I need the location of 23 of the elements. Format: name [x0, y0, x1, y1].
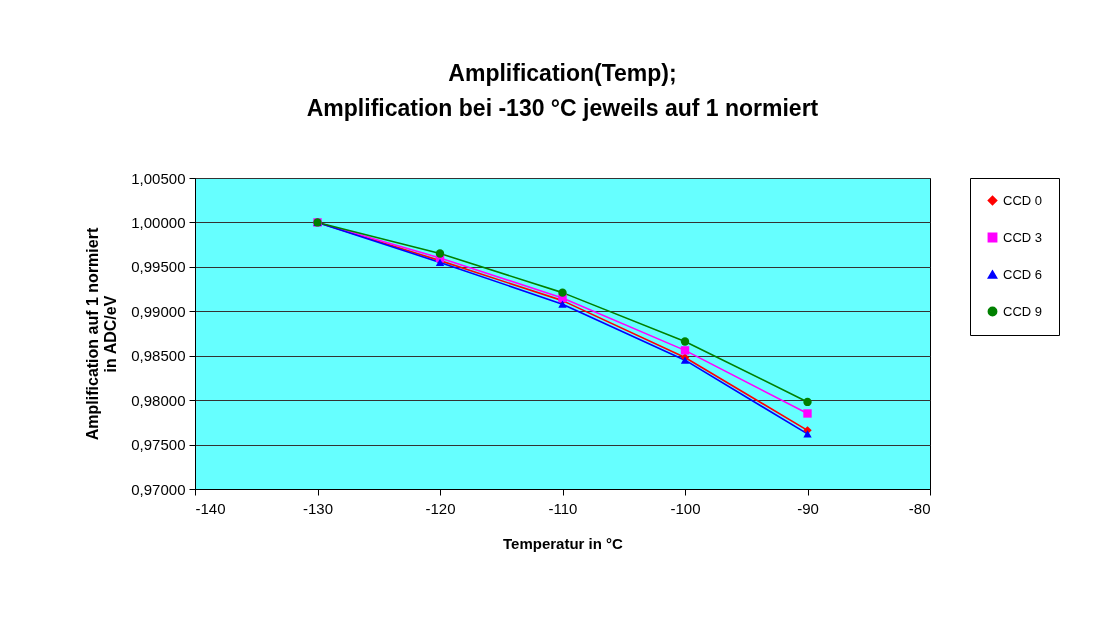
- x-tick-label: -90: [797, 499, 819, 517]
- y-tick-label: 1,00500: [131, 169, 186, 187]
- legend-label: CCD 3: [1003, 229, 1043, 245]
- x-tick-label: -130: [302, 499, 334, 517]
- y-axis-title: Amplification auf 1 normiert in ADC/eV: [84, 227, 120, 441]
- chart-subtitle: Amplification bei -130 °C jeweils auf 1 normiert: [306, 95, 819, 121]
- legend-label: CCD 9: [1003, 303, 1043, 319]
- y-tick-label: 0,97000: [131, 480, 186, 498]
- legend-label: CCD 0: [1003, 192, 1043, 208]
- y-tick-label: 1,00000: [131, 213, 186, 231]
- x-tick-label: -80: [908, 499, 931, 517]
- x-tick-label: -120: [425, 499, 456, 517]
- x-tick-label: -110: [548, 499, 578, 517]
- chart-title: Amplification(Temp);: [448, 60, 677, 86]
- x-axis-title: Temperatur in °C: [503, 534, 624, 552]
- y-tick-label: 0,97500: [131, 436, 186, 454]
- x-tick-label: -140: [195, 499, 226, 517]
- y-tick-label: 0,98500: [131, 347, 186, 365]
- x-tick-label: -100: [670, 499, 701, 517]
- legend-label: CCD 6: [1003, 266, 1043, 282]
- y-tick-label: 0,99500: [131, 258, 186, 276]
- y-tick-label: 0,98000: [131, 391, 186, 409]
- y-tick-label: 0,99000: [131, 302, 186, 320]
